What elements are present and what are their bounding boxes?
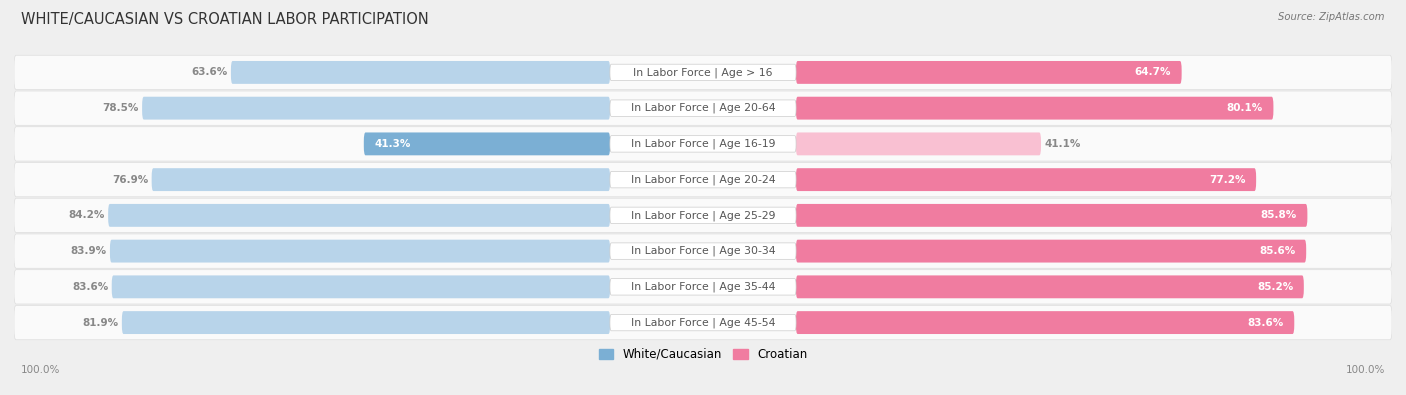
Text: 41.3%: 41.3%: [374, 139, 411, 149]
Text: 77.2%: 77.2%: [1209, 175, 1246, 184]
Text: 85.6%: 85.6%: [1260, 246, 1296, 256]
FancyBboxPatch shape: [110, 240, 610, 263]
FancyBboxPatch shape: [14, 234, 1392, 268]
FancyBboxPatch shape: [108, 204, 610, 227]
FancyBboxPatch shape: [14, 198, 1392, 233]
FancyBboxPatch shape: [610, 100, 796, 117]
Text: 83.9%: 83.9%: [70, 246, 107, 256]
Text: In Labor Force | Age 16-19: In Labor Force | Age 16-19: [631, 139, 775, 149]
FancyBboxPatch shape: [14, 55, 1392, 90]
Text: In Labor Force | Age 25-29: In Labor Force | Age 25-29: [631, 210, 775, 221]
Text: In Labor Force | Age 35-44: In Labor Force | Age 35-44: [631, 282, 775, 292]
FancyBboxPatch shape: [610, 207, 796, 224]
FancyBboxPatch shape: [142, 97, 610, 120]
FancyBboxPatch shape: [152, 168, 610, 191]
FancyBboxPatch shape: [122, 311, 610, 334]
Text: 100.0%: 100.0%: [21, 365, 60, 375]
FancyBboxPatch shape: [14, 91, 1392, 125]
FancyBboxPatch shape: [610, 278, 796, 295]
Text: Source: ZipAtlas.com: Source: ZipAtlas.com: [1278, 12, 1385, 22]
Text: WHITE/CAUCASIAN VS CROATIAN LABOR PARTICIPATION: WHITE/CAUCASIAN VS CROATIAN LABOR PARTIC…: [21, 12, 429, 27]
Text: In Labor Force | Age 45-54: In Labor Force | Age 45-54: [631, 317, 775, 328]
FancyBboxPatch shape: [796, 311, 1295, 334]
Text: 81.9%: 81.9%: [83, 318, 118, 327]
Text: 63.6%: 63.6%: [191, 68, 228, 77]
FancyBboxPatch shape: [796, 275, 1303, 298]
FancyBboxPatch shape: [796, 168, 1256, 191]
FancyBboxPatch shape: [14, 162, 1392, 197]
Text: 64.7%: 64.7%: [1135, 68, 1171, 77]
Text: 84.2%: 84.2%: [69, 211, 105, 220]
FancyBboxPatch shape: [610, 243, 796, 260]
FancyBboxPatch shape: [796, 240, 1306, 263]
Text: 41.1%: 41.1%: [1045, 139, 1081, 149]
Text: 83.6%: 83.6%: [1247, 318, 1284, 327]
Text: In Labor Force | Age 20-64: In Labor Force | Age 20-64: [631, 103, 775, 113]
Text: 80.1%: 80.1%: [1227, 103, 1263, 113]
FancyBboxPatch shape: [796, 204, 1308, 227]
Text: In Labor Force | Age 30-34: In Labor Force | Age 30-34: [631, 246, 775, 256]
Text: 83.6%: 83.6%: [72, 282, 108, 292]
FancyBboxPatch shape: [796, 61, 1181, 84]
Text: 85.8%: 85.8%: [1261, 211, 1296, 220]
FancyBboxPatch shape: [111, 275, 610, 298]
FancyBboxPatch shape: [231, 61, 610, 84]
FancyBboxPatch shape: [796, 97, 1274, 120]
Text: 100.0%: 100.0%: [1346, 365, 1385, 375]
Text: In Labor Force | Age > 16: In Labor Force | Age > 16: [633, 67, 773, 78]
FancyBboxPatch shape: [610, 135, 796, 152]
Legend: White/Caucasian, Croatian: White/Caucasian, Croatian: [593, 343, 813, 366]
FancyBboxPatch shape: [14, 127, 1392, 161]
FancyBboxPatch shape: [364, 132, 610, 155]
Text: In Labor Force | Age 20-24: In Labor Force | Age 20-24: [631, 174, 775, 185]
Text: 76.9%: 76.9%: [112, 175, 148, 184]
FancyBboxPatch shape: [610, 171, 796, 188]
FancyBboxPatch shape: [796, 132, 1040, 155]
FancyBboxPatch shape: [610, 314, 796, 331]
FancyBboxPatch shape: [14, 270, 1392, 304]
Text: 85.2%: 85.2%: [1257, 282, 1294, 292]
FancyBboxPatch shape: [14, 305, 1392, 340]
Text: 78.5%: 78.5%: [103, 103, 139, 113]
FancyBboxPatch shape: [610, 64, 796, 81]
